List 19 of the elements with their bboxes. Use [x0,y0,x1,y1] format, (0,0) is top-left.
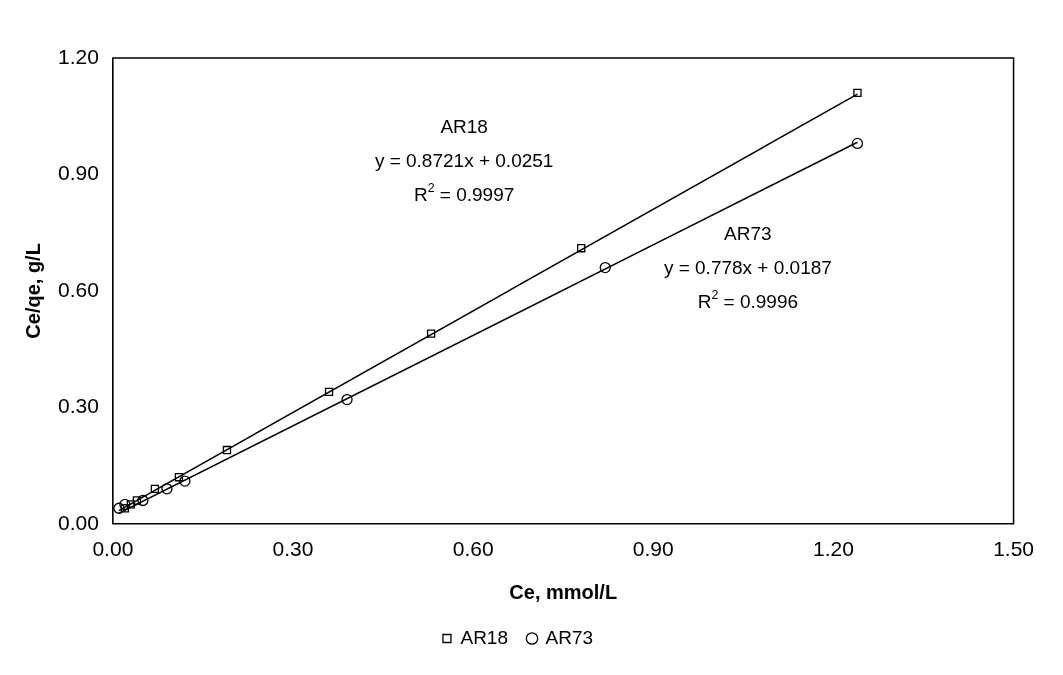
legend-label: AR73 [545,626,594,648]
y-tick-label: 1.20 [58,44,99,68]
annotation: y = 0.8721x + 0.0251 [374,150,554,172]
x-tick-label: 0.60 [452,537,494,561]
x-tick-label: 0.30 [272,537,314,561]
x-tick-label: 0.90 [632,537,674,561]
x-tick-label: 0.00 [92,537,134,561]
x-tick-label: 1.20 [812,537,854,561]
x-tick-label: 1.50 [993,537,1034,561]
x-axis-title: Ce, mmol/L [509,580,618,603]
y-tick-label: 0.30 [58,394,99,418]
y-tick-label: 0.90 [58,161,99,185]
legend-label: AR18 [460,626,508,648]
y-tick-label: 0.60 [58,277,99,301]
y-axis-title: Ce/qe, g/L [21,243,44,339]
annotation: y = 0.778x + 0.0187 [663,257,832,279]
annotation: AR73 [724,223,772,245]
y-tick-label: 0.00 [58,510,99,534]
annotation: AR18 [440,116,488,138]
